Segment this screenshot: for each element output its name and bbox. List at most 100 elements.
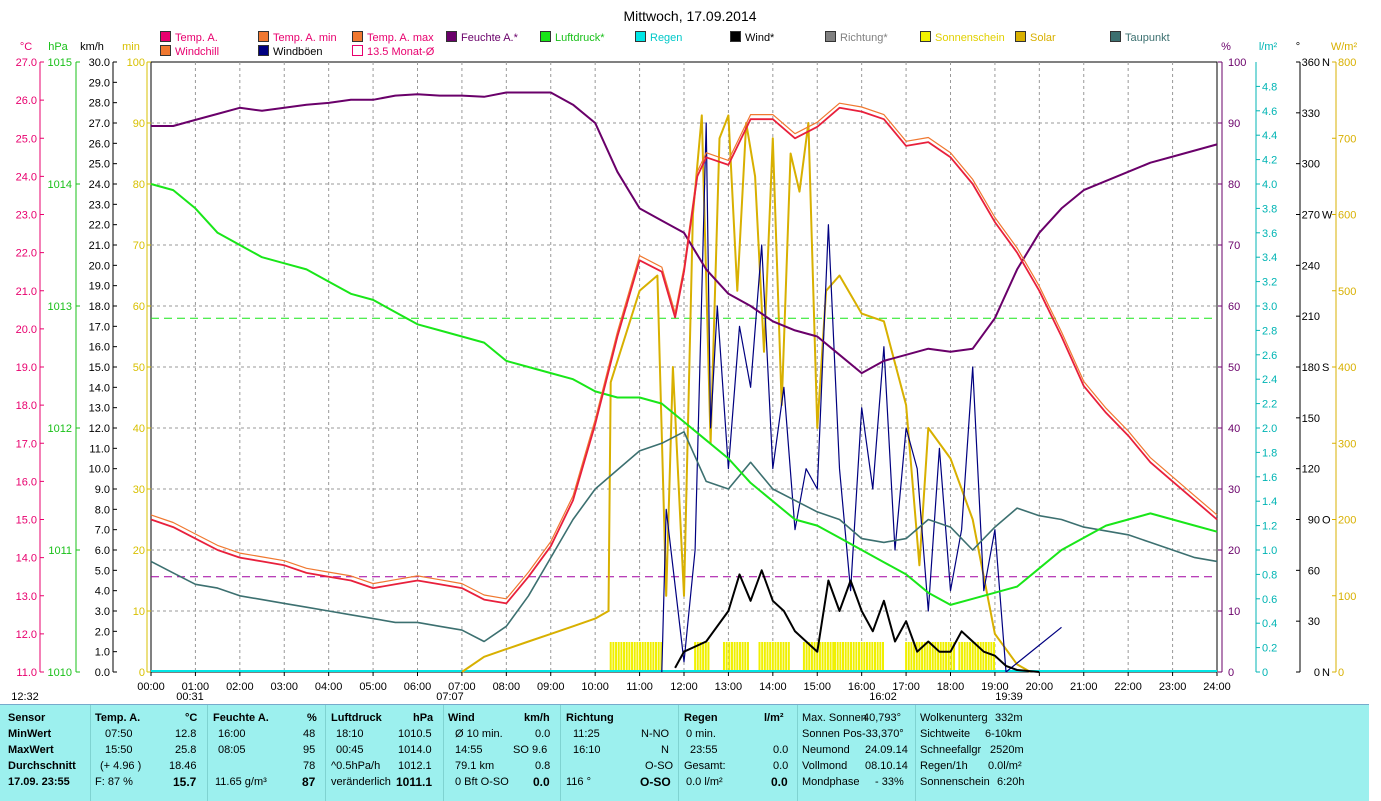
kmh-axis-tick-label: 23.0 — [89, 199, 110, 211]
x-tick-label: 00:00 — [137, 681, 165, 693]
temp-axis-tick-label: 16.0 — [16, 476, 37, 488]
temp-axis-tick-label: 22.0 — [16, 248, 37, 260]
time-marker-label: 12:32 — [11, 691, 39, 703]
pct-axis-tick-label: 100 — [1228, 57, 1246, 69]
deg-axis-tick-label: 300 — [1302, 159, 1320, 171]
avg-temp-value: 18.46 — [169, 760, 197, 772]
kmh-axis-tick-label: 4.0 — [95, 586, 110, 598]
avg-regen-label: Gesamt: — [684, 760, 726, 772]
deg-axis-tick-label: 240 — [1302, 260, 1320, 272]
time-marker-label: 19:39 — [995, 691, 1023, 703]
cur-richtung-degrees: 116 ° — [566, 776, 591, 788]
astro-label-2: Neumond — [802, 744, 850, 756]
axis-unit-wm2: W/m² — [1331, 41, 1358, 53]
kmh-axis-tick-label: 6.0 — [95, 545, 110, 557]
pct-axis-tick-label: 50 — [1228, 362, 1240, 374]
x-tick-label: 09:00 — [537, 681, 565, 693]
lm2-axis-tick-label: 1.6 — [1262, 472, 1277, 484]
kmh-axis-tick-label: 3.0 — [95, 606, 110, 618]
hdr-regen-unit: l/m² — [764, 712, 784, 724]
weather-label-1: Sichtweite — [920, 728, 971, 740]
max-feuchte-time: 08:05 — [218, 744, 246, 756]
series-wind — [674, 569, 1040, 673]
avg-richtung-value: O-SO — [645, 760, 674, 772]
wm2-axis-tick-label: 600 — [1338, 210, 1356, 222]
direction-label: O — [1322, 515, 1331, 527]
min-axis-tick-label: 10 — [133, 606, 145, 618]
axis-unit-hpa: hPa — [48, 41, 68, 53]
max-luftdruck-time: 00:45 — [336, 744, 364, 756]
cur-temp-value: 15.7 — [173, 775, 197, 789]
legend-item-windchill: Windchill — [160, 45, 219, 58]
x-tick-label: 16:00 — [848, 681, 876, 693]
direction-label: S — [1322, 362, 1329, 374]
legend-item-sonnenschein: Sonnenschein — [920, 31, 1005, 44]
legend-item-monat: 13.5 Monat-Ø — [352, 45, 434, 58]
weather-label-3: Regen/1h — [920, 760, 968, 772]
weather-value-3: 0.0l/m² — [988, 760, 1022, 772]
hdr-sensor: Sensor — [8, 712, 46, 724]
min-feuchte-time: 16:00 — [218, 728, 246, 740]
min-axis-tick-label: 70 — [133, 240, 145, 252]
temp-axis-tick-label: 25.0 — [16, 133, 37, 145]
max-regen-time: 23:55 — [690, 744, 718, 756]
kmh-axis-tick-label: 1.0 — [95, 647, 110, 659]
hdr-temp-unit: °C — [185, 712, 198, 724]
hdr-wind-unit: km/h — [524, 712, 550, 724]
deg-axis-tick-label: 90 — [1308, 515, 1320, 527]
temp-axis-tick-label: 14.0 — [16, 553, 37, 565]
temp-axis-tick-label: 13.0 — [16, 591, 37, 603]
stats-panel: Sensor Temp. A. °C Feuchte A. % Luftdruc… — [0, 704, 1369, 801]
x-tick-label: 13:00 — [715, 681, 743, 693]
deg-axis-tick-label: 30 — [1308, 616, 1320, 628]
lm2-axis-tick-label: 2.0 — [1262, 423, 1277, 435]
min-axis-tick-label: 40 — [133, 423, 145, 435]
lm2-axis-tick-label: 4.0 — [1262, 179, 1277, 191]
min-wind-label: Ø 10 min. — [455, 728, 503, 740]
max-feuchte-value: 95 — [303, 744, 316, 756]
pct-axis-tick-label: 60 — [1228, 301, 1240, 313]
kmh-axis-tick-label: 22.0 — [89, 220, 110, 232]
x-tick-label: 17:00 — [892, 681, 920, 693]
astro-label-0: Max. Sonnen — [802, 712, 867, 724]
min-axis-tick-label: 30 — [133, 484, 145, 496]
x-tick-label: 24:00 — [1203, 681, 1231, 693]
wm2-axis-tick-label: 800 — [1338, 57, 1356, 69]
temp-axis-tick-label: 27.0 — [16, 57, 37, 69]
kmh-axis-tick-label: 12.0 — [89, 423, 110, 435]
row-max-label: MaxWert — [8, 744, 54, 756]
lm2-axis-tick-label: 2.8 — [1262, 325, 1277, 337]
astro-value-2: 24.09.14 — [865, 744, 908, 756]
kmh-axis-tick-label: 0.0 — [95, 667, 110, 679]
hdr-feuchte: Feuchte A. — [213, 712, 269, 724]
min-axis-tick-label: 60 — [133, 301, 145, 313]
lm2-axis-tick-label: 4.6 — [1262, 106, 1277, 118]
lm2-axis-tick-label: 3.0 — [1262, 301, 1277, 313]
x-tick-label: 20:00 — [1026, 681, 1054, 693]
temp-axis-tick-label: 12.0 — [16, 629, 37, 641]
deg-axis-tick-label: 330 — [1302, 108, 1320, 120]
astro-label-4: Mondphase — [802, 776, 860, 788]
cur-wind-bft: 0 Bft O-SO — [455, 776, 509, 788]
hpa-axis-tick-label: 1011 — [48, 545, 72, 557]
x-tick-label: 03:00 — [270, 681, 298, 693]
pct-axis-tick-label: 20 — [1228, 545, 1240, 557]
hdr-luftdruck-unit: hPa — [413, 712, 434, 724]
avg-wind-distance: 79.1 km — [455, 760, 495, 772]
max-wind-time: 14:55 — [455, 744, 483, 756]
lm2-axis-tick-label: 1.2 — [1262, 521, 1277, 533]
deg-axis-tick-label: 360 — [1302, 57, 1320, 69]
pct-axis-tick-label: 80 — [1228, 179, 1240, 191]
astro-value-3: 08.10.14 — [865, 760, 908, 772]
cur-feuchte-value: 87 — [302, 775, 316, 789]
lm2-axis-tick-label: 4.2 — [1262, 155, 1277, 167]
kmh-axis-tick-label: 19.0 — [89, 281, 110, 293]
legend-item-wind: Wind* — [730, 31, 774, 44]
direction-label: N — [1322, 667, 1330, 679]
row-avg-label: Durchschnitt — [8, 760, 76, 772]
weather-value-1: 6-10km — [985, 728, 1022, 740]
kmh-axis-tick-label: 9.0 — [95, 484, 110, 496]
x-tick-label: 21:00 — [1070, 681, 1098, 693]
window-edge — [1369, 0, 1381, 800]
kmh-axis-tick-label: 17.0 — [89, 321, 110, 333]
